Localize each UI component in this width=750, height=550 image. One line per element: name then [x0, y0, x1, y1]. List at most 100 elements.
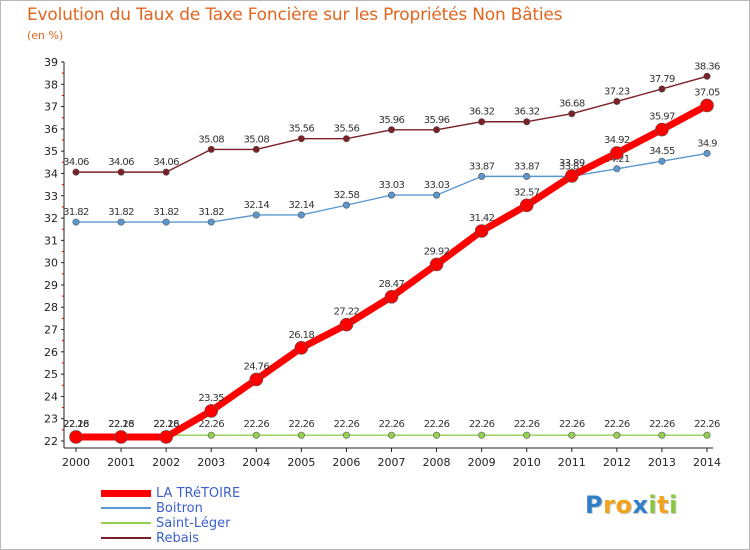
x-tick-label: 2010: [513, 456, 541, 469]
y-tick-label: 23: [44, 413, 58, 426]
data-label-la-tr-toire: 32.57: [514, 187, 540, 198]
data-point-saint-l-ger: [252, 431, 260, 439]
data-point-rebais: [433, 126, 441, 134]
data-label-rebais: 35.56: [289, 124, 315, 135]
x-tick-label: 2008: [423, 456, 451, 469]
data-label-boitron: 33.87: [469, 161, 495, 172]
y-tick-label: 31: [44, 234, 58, 247]
data-point-boitron: [703, 149, 711, 157]
data-label-saint-l-ger: 22.26: [198, 419, 224, 430]
data-label-rebais: 35.08: [198, 134, 224, 145]
data-point-rebais: [207, 145, 215, 153]
data-point-boitron: [342, 201, 350, 209]
data-point-boitron: [162, 218, 170, 226]
data-label-la-tr-toire: 29.92: [424, 246, 450, 257]
x-tick-label: 2005: [287, 456, 315, 469]
y-axis-unit: (en %): [27, 29, 64, 42]
legend-swatch: [101, 537, 151, 539]
x-tick-label: 2012: [603, 456, 631, 469]
data-label-la-tr-toire: 26.18: [289, 330, 315, 341]
data-label-rebais: 36.68: [559, 99, 585, 110]
logo-letter: x: [632, 491, 649, 519]
data-point-boitron: [478, 172, 486, 180]
data-label-rebais: 36.32: [469, 107, 495, 118]
data-label-la-tr-toire: 22.18: [153, 419, 179, 430]
x-tick-label: 2002: [152, 456, 180, 469]
data-point-la-tr-toire: [204, 404, 219, 418]
y-tick-label: 29: [44, 279, 58, 292]
data-point-rebais: [568, 110, 576, 118]
data-point-boitron: [433, 191, 441, 199]
data-label-boitron: 31.82: [63, 207, 89, 218]
data-label-rebais: 34.06: [108, 157, 134, 168]
data-point-boitron: [613, 165, 621, 173]
y-tick-label: 27: [44, 324, 58, 337]
data-label-boitron: 31.82: [153, 207, 179, 218]
legend-label: Rebais: [156, 531, 200, 546]
data-label-la-tr-toire: 37.05: [694, 87, 720, 98]
data-label-saint-l-ger: 22.26: [649, 419, 675, 430]
data-point-rebais: [658, 85, 666, 93]
data-point-rebais: [342, 135, 350, 143]
data-label-saint-l-ger: 22.26: [514, 419, 540, 430]
legend-swatch: [101, 489, 151, 497]
y-tick-label: 36: [44, 123, 58, 136]
data-label-saint-l-ger: 22.26: [424, 419, 450, 430]
data-label-saint-l-ger: 22.26: [559, 419, 585, 430]
data-point-la-tr-toire: [249, 372, 264, 387]
legend-swatch: [101, 522, 151, 524]
x-tick-label: 2004: [242, 456, 270, 469]
data-point-la-tr-toire: [610, 146, 624, 160]
legend-label: LA TRéTOIRE: [156, 486, 241, 501]
data-point-la-tr-toire: [69, 430, 83, 444]
data-label-la-tr-toire: 27.22: [334, 307, 360, 318]
data-point-saint-l-ger: [613, 431, 621, 439]
data-point-boitron: [387, 191, 395, 199]
data-label-saint-l-ger: 22.26: [289, 419, 315, 430]
data-point-boitron: [523, 172, 531, 180]
logo-letter: P: [585, 491, 604, 519]
data-label-boitron: 32.58: [334, 190, 360, 201]
data-label-saint-l-ger: 22.26: [63, 419, 89, 430]
data-point-saint-l-ger: [568, 431, 576, 439]
data-point-la-tr-toire: [384, 289, 399, 304]
data-label-saint-l-ger: 22.26: [108, 419, 134, 430]
data-point-saint-l-ger: [523, 431, 531, 439]
data-label-saint-l-ger: 22.26: [379, 419, 405, 430]
data-point-rebais: [613, 97, 621, 105]
data-point-saint-l-ger: [297, 431, 305, 439]
data-point-saint-l-ger: [703, 431, 711, 439]
data-point-la-tr-toire: [700, 98, 714, 113]
data-label-la-tr-toire: 28.47: [379, 279, 405, 290]
data-label-boitron: 34.9: [697, 138, 717, 149]
y-tick-label: 26: [44, 346, 58, 359]
data-label-rebais: 37.79: [649, 74, 675, 85]
data-label-rebais: 36.32: [514, 107, 540, 118]
data-label-boitron: 33.87: [514, 161, 540, 172]
data-point-rebais: [297, 135, 305, 143]
data-label-la-tr-toire: 31.42: [469, 213, 495, 224]
x-tick-label: 2006: [332, 456, 360, 469]
logo-letter: i: [669, 491, 678, 519]
data-label-la-tr-toire: 23.35: [198, 393, 224, 404]
data-label-la-tr-toire: 24.76: [243, 361, 269, 372]
data-label-rebais: 35.56: [334, 124, 360, 135]
data-label-boitron: 33.03: [379, 180, 405, 191]
x-tick-label: 2001: [107, 456, 135, 469]
logo-letter: t: [657, 491, 670, 519]
y-tick-label: 32: [44, 212, 58, 225]
legend-label: Boitron: [156, 501, 203, 516]
data-label-boitron: 34.55: [649, 146, 675, 157]
data-label-boitron: 33.03: [424, 180, 450, 191]
data-point-rebais: [117, 168, 125, 176]
x-tick-label: 2003: [197, 456, 225, 469]
data-label-boitron: 33.87: [559, 161, 585, 172]
x-tick-label: 2013: [648, 456, 676, 469]
data-label-la-tr-toire: 35.97: [649, 112, 675, 123]
data-point-saint-l-ger: [207, 431, 215, 439]
x-tick-label: 2009: [468, 456, 496, 469]
y-tick-label: 22: [44, 435, 58, 448]
data-point-saint-l-ger: [387, 431, 395, 439]
data-point-boitron: [207, 218, 215, 226]
